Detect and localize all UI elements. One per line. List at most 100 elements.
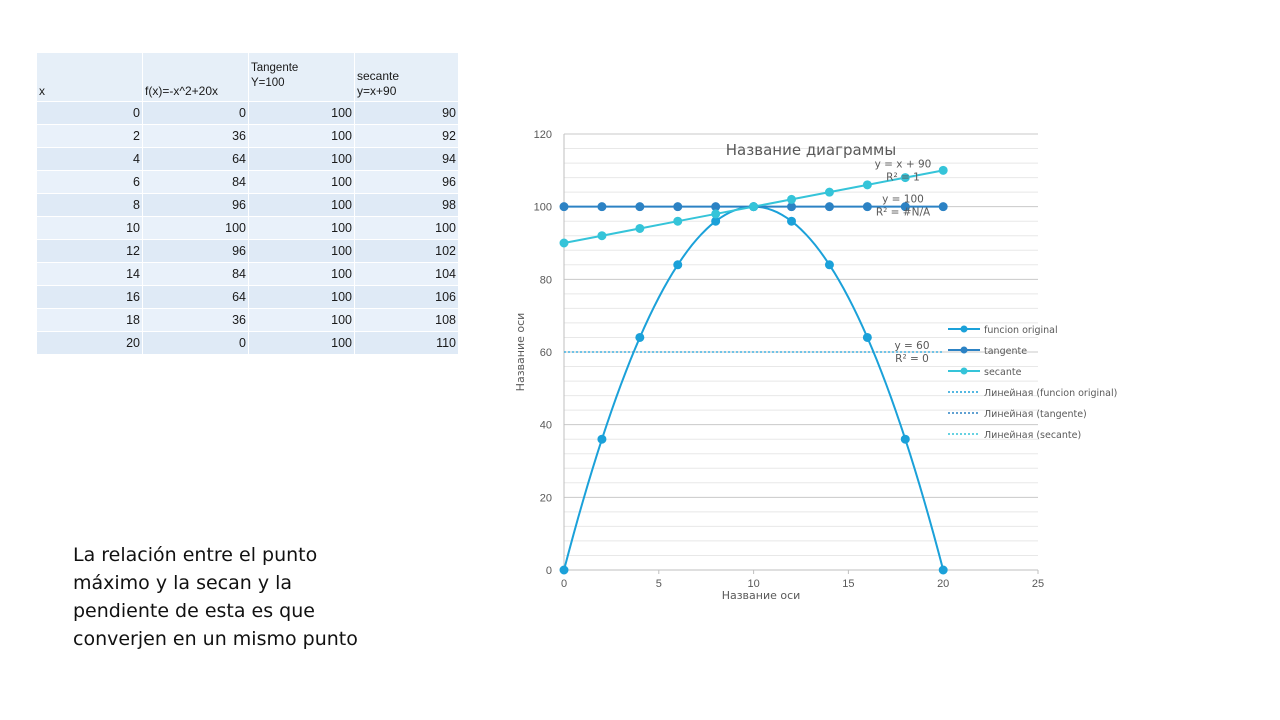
- data-point-2: [559, 238, 569, 248]
- header-secante: secante y=x+90: [354, 52, 459, 102]
- y-tick-label: 80: [540, 274, 552, 286]
- table-row: 16 64 100 106: [36, 285, 459, 309]
- header-x: x: [36, 52, 143, 102]
- data-point-2: [749, 202, 759, 212]
- legend-label: Линейная (tangente): [984, 409, 1087, 420]
- data-point-2: [597, 231, 607, 241]
- table-header-row: x f(x)=-x^2+20x Tangente Y=100 secante y…: [36, 52, 459, 102]
- data-point-1: [900, 202, 910, 212]
- data-point-2: [938, 165, 948, 175]
- table-cell: 100: [248, 308, 355, 332]
- table-cell: 100: [248, 147, 355, 171]
- legend-swatch-marker: [960, 325, 968, 333]
- data-point-2: [635, 223, 645, 233]
- table-row: 12 96 100 102: [36, 239, 459, 263]
- table-cell: 100: [248, 216, 355, 240]
- data-point-0: [787, 216, 797, 226]
- data-point-1: [559, 202, 569, 212]
- table-cell: 2: [36, 124, 143, 148]
- legend-swatch-marker: [960, 367, 968, 375]
- table-cell: 94: [354, 147, 459, 171]
- y-axis-title: Название оси: [514, 313, 527, 392]
- data-point-2: [824, 187, 834, 197]
- table-cell: 12: [36, 239, 143, 263]
- table-row: 18 36 100 108: [36, 308, 459, 332]
- conclusion-text: La relación entre el punto máximo y la s…: [73, 544, 358, 650]
- data-point-0: [597, 434, 607, 444]
- table-cell: 64: [142, 285, 249, 309]
- x-tick-label: 5: [656, 578, 662, 590]
- data-table: x f(x)=-x^2+20x Tangente Y=100 secante y…: [36, 52, 459, 355]
- data-point-2: [900, 173, 910, 183]
- table-cell: 14: [36, 262, 143, 286]
- table-cell: 100: [142, 216, 249, 240]
- data-point-1: [673, 202, 683, 212]
- data-point-0: [862, 332, 872, 342]
- x-axis-title: Название оси: [722, 589, 801, 602]
- table-row: 10 100 100 100: [36, 216, 459, 240]
- legend-label: Линейная (funcion original): [984, 388, 1117, 399]
- table-cell: 100: [354, 216, 459, 240]
- x-tick-label: 10: [747, 578, 759, 590]
- data-point-2: [862, 180, 872, 190]
- table-row: 4 64 100 94: [36, 147, 459, 171]
- table-cell: 106: [354, 285, 459, 309]
- x-tick-label: 20: [937, 578, 949, 590]
- table-cell: 8: [36, 193, 143, 217]
- y-tick-label: 20: [540, 492, 552, 504]
- trendline-r2: R² = 1: [886, 171, 920, 183]
- table-cell: 90: [354, 101, 459, 125]
- table-cell: 100: [248, 170, 355, 194]
- table-cell: 100: [248, 124, 355, 148]
- table-cell: 4: [36, 147, 143, 171]
- trendline-r2: R² = 0: [895, 353, 929, 365]
- data-point-0: [938, 565, 948, 575]
- table-cell: 100: [248, 262, 355, 286]
- legend-label: tangente: [984, 346, 1027, 357]
- data-point-2: [673, 216, 683, 226]
- table-cell: 100: [248, 239, 355, 263]
- data-point-1: [824, 202, 834, 212]
- data-point-1: [597, 202, 607, 212]
- table-cell: 96: [354, 170, 459, 194]
- data-point-0: [900, 434, 910, 444]
- table-row: 20 0 100 110: [36, 331, 459, 355]
- legend-label: funcion original: [984, 325, 1058, 336]
- trendline-equation: y = 60: [894, 340, 929, 352]
- table-cell: 92: [354, 124, 459, 148]
- y-tick-label: 100: [534, 202, 552, 214]
- trendline-equation: y = x + 90: [875, 158, 932, 170]
- data-point-2: [787, 194, 797, 204]
- data-point-0: [824, 260, 834, 270]
- table-row: 14 84 100 104: [36, 262, 459, 286]
- header-tangente: Tangente Y=100: [248, 52, 355, 102]
- data-point-0: [559, 565, 569, 575]
- table-cell: 6: [36, 170, 143, 194]
- table-cell: 110: [354, 331, 459, 355]
- data-point-2: [711, 209, 721, 219]
- x-tick-label: 25: [1032, 578, 1044, 590]
- chart-title: Название диаграммы: [726, 141, 896, 159]
- table-row: 6 84 100 96: [36, 170, 459, 194]
- data-point-1: [862, 202, 872, 212]
- table-row: 8 96 100 98: [36, 193, 459, 217]
- header-fx: f(x)=-x^2+20x: [142, 52, 249, 102]
- table-row: 0 0 100 90: [36, 101, 459, 125]
- y-tick-label: 0: [546, 565, 552, 577]
- table-cell: 102: [354, 239, 459, 263]
- data-point-0: [635, 332, 645, 342]
- table-cell: 18: [36, 308, 143, 332]
- table-cell: 108: [354, 308, 459, 332]
- legend-swatch-marker: [960, 346, 968, 354]
- y-tick-label: 40: [540, 420, 552, 432]
- table-cell: 84: [142, 262, 249, 286]
- data-point-1: [635, 202, 645, 212]
- table-cell: 0: [36, 101, 143, 125]
- table-cell: 36: [142, 124, 249, 148]
- table-cell: 16: [36, 285, 143, 309]
- table-cell: 96: [142, 193, 249, 217]
- table-cell: 36: [142, 308, 249, 332]
- table-row: 2 36 100 92: [36, 124, 459, 148]
- y-tick-label: 120: [534, 129, 552, 141]
- legend-label: secante: [984, 367, 1022, 378]
